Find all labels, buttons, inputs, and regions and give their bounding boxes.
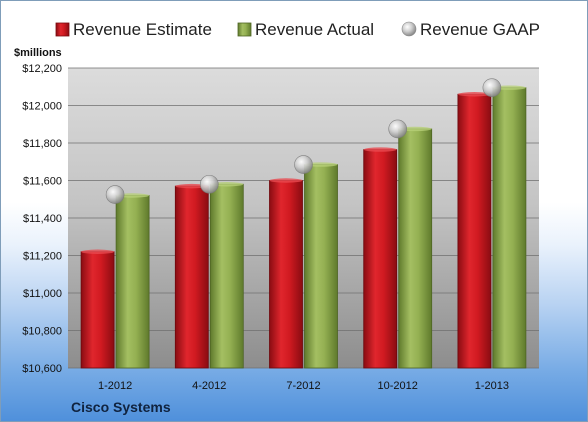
gaap-marker [200, 174, 219, 194]
bar-estimate [363, 149, 398, 369]
x-axis-ticks: 1-2012 4-2012 7-2012 10-2012 1-2013 [98, 380, 509, 392]
y-tick-label: $11,200 [23, 251, 62, 263]
gaap-marker [388, 119, 408, 139]
bar-estimate [174, 185, 209, 369]
bar-actual-cap [398, 126, 432, 132]
y-axis-ticks: $10,600 $10,800 $11,000 $11,200 $11,400 $11,6… [22, 63, 62, 375]
y-axis-unit-label: $millions [14, 47, 62, 59]
bar-estimate-cap [81, 249, 115, 254]
y-tick-label: $10,800 [22, 326, 62, 338]
bar-actual [492, 87, 527, 369]
legend-label-gaap: Revenue GAAP [420, 20, 540, 39]
y-tick-label: $10,600 [22, 363, 62, 375]
y-tick-label: $11,800 [23, 138, 62, 150]
x-tick-label: 4-2012 [192, 380, 226, 392]
bar-estimate [457, 93, 492, 369]
legend-swatch-gaap [401, 21, 417, 37]
x-tick-label: 10-2012 [378, 380, 418, 392]
x-tick-label: 7-2012 [286, 380, 320, 392]
bar-actual [304, 164, 338, 369]
legend-label-estimate: Revenue Estimate [73, 20, 212, 39]
bar-estimate-cap [269, 178, 303, 183]
gaap-markers [105, 78, 502, 204]
legend: Revenue Estimate Revenue Actual Revenue … [55, 20, 540, 39]
y-tick-label: $11,400 [23, 213, 62, 225]
x-tick-label: 1-2012 [98, 380, 132, 392]
bar-actual [115, 195, 150, 369]
gaap-marker [294, 155, 313, 174]
gaap-marker [482, 78, 502, 97]
bar-actual-cap [210, 182, 244, 187]
y-tick-label: $12,000 [22, 101, 62, 113]
bar-estimate-cap [457, 92, 491, 97]
bar-estimate-cap [363, 147, 397, 152]
company-label: Cisco Systems [71, 399, 171, 415]
legend-swatch-estimate [55, 22, 70, 37]
y-tick-label: $12,200 [22, 63, 62, 75]
bar-actual [398, 128, 433, 369]
x-tick-label: 1-2013 [475, 380, 509, 392]
bar-estimate [269, 180, 303, 369]
bar-actual [209, 183, 244, 369]
legend-swatch-actual [237, 22, 252, 37]
y-tick-label: $11,000 [23, 288, 62, 300]
bar-actual-cap [492, 85, 526, 90]
gaap-marker [105, 185, 125, 204]
bar-actual-cap [304, 162, 338, 167]
bar-estimate [80, 251, 115, 369]
legend-label-actual: Revenue Actual [255, 20, 374, 39]
y-tick-label: $11,600 [23, 176, 62, 188]
